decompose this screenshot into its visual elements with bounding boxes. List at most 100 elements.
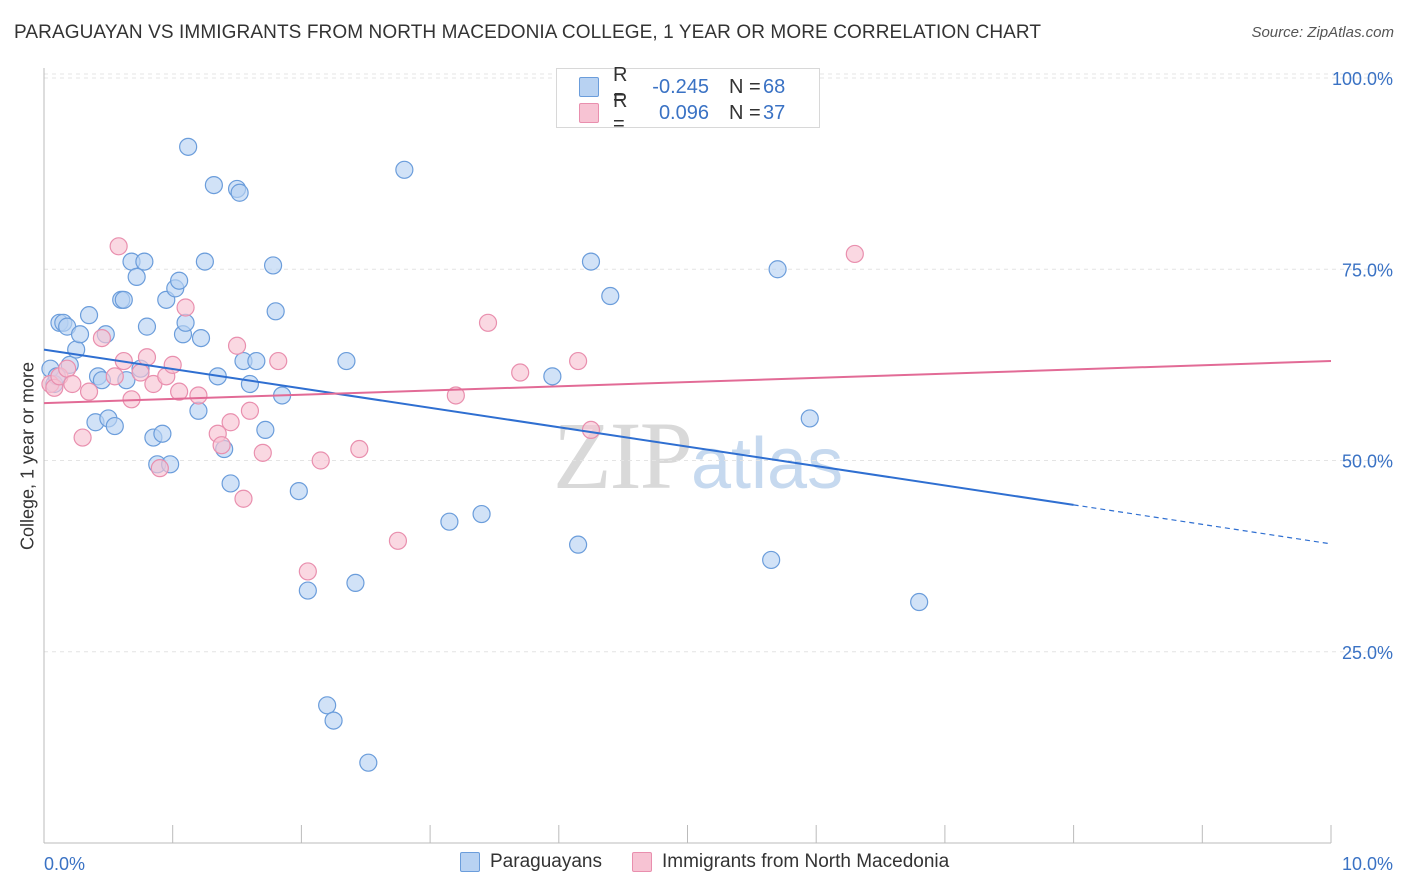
y-tick-label: 100.0%: [1332, 69, 1393, 89]
macedonia-point: [511, 363, 530, 382]
r-value: -0.245: [652, 75, 709, 98]
paraguayan-point: [289, 482, 308, 501]
paraguayan-point: [79, 306, 99, 325]
paraguayan-point: [346, 573, 365, 593]
macedonia-point: [350, 439, 369, 459]
macedonia-point: [58, 359, 77, 378]
macedonia-trendline: [43, 360, 1332, 405]
n-label: N =: [729, 75, 761, 98]
paraguayan-point: [247, 351, 266, 371]
macedonia-point: [569, 351, 588, 371]
macedonia-point: [388, 531, 408, 550]
macedonia-point: [212, 436, 231, 455]
macedonia-point: [311, 451, 330, 470]
n-value: 37: [763, 101, 786, 124]
paraguayan-point: [127, 267, 146, 286]
blue-swatch: [460, 852, 480, 872]
paraguayan-point: [569, 535, 588, 554]
paraguayan-point: [135, 252, 154, 271]
r-label: R =: [613, 64, 628, 109]
paraguayan-point: [762, 550, 781, 570]
legend-item-macedonia[interactable]: Immigrants from North Macedonia: [631, 851, 950, 873]
paraguayan-point: [114, 290, 133, 309]
paraguayan-point: [440, 512, 459, 531]
paraguayan-point: [318, 696, 337, 715]
macedonia-point: [109, 237, 128, 256]
y-tick-label: 25.0%: [1342, 643, 1393, 663]
r-value: 0.096: [658, 101, 709, 124]
macedonia-point: [845, 244, 864, 264]
paraguayan-point: [543, 367, 562, 386]
paraguayan-point: [105, 416, 124, 436]
macedonia-point: [92, 329, 112, 348]
legend-label: Immigrants from North Macedonia: [661, 851, 950, 872]
macedonia-point: [73, 428, 92, 447]
x-tick-label: 0.0%: [44, 854, 85, 874]
macedonia-point: [137, 348, 157, 367]
paraguayan-point: [910, 592, 929, 612]
n-label: N =: [729, 101, 761, 124]
macedonia-point: [227, 336, 247, 355]
macedonia-point: [176, 298, 195, 317]
paraguayan-point: [179, 137, 198, 156]
paraguayan-point: [581, 252, 601, 271]
watermark: ZIPatlas: [553, 400, 843, 511]
paraguayan-point: [395, 160, 414, 179]
paraguayan-point: [230, 183, 249, 202]
paraguayan-point: [191, 329, 211, 348]
macedonia-point: [240, 401, 260, 420]
correlation-legend: R = -0.245 N = 68 R = 0.096 N = 37: [556, 64, 820, 135]
y-axis-title: College, 1 year or more: [17, 361, 38, 551]
y-tick-label: 75.0%: [1342, 260, 1393, 280]
paraguayan-point: [70, 325, 90, 344]
paraguayan-trendline: [43, 348, 1074, 506]
macedonia-point: [446, 386, 465, 405]
macedonia-point: [269, 351, 288, 371]
watermark-atlas: atlas: [691, 424, 844, 504]
macedonia-point: [63, 374, 82, 394]
paraguayan-point: [298, 581, 317, 600]
paraguayan-point: [324, 711, 343, 730]
paraguayan-point: [472, 504, 491, 524]
paraguayan-point: [337, 351, 356, 371]
legend-row-paraguayans: R = -0.245 N = 68: [579, 64, 786, 109]
macedonia-point: [221, 413, 240, 432]
paraguayan-point: [601, 286, 620, 306]
legend-item-paraguayans[interactable]: Paraguayans: [460, 851, 602, 873]
pink-swatch: [579, 103, 599, 123]
paraguayan-point: [263, 256, 283, 275]
paraguayan-point: [256, 420, 275, 439]
paraguayan-point: [240, 374, 260, 394]
source-label: Source: ZipAtlas.com: [1251, 24, 1394, 41]
paraguayan-point: [137, 317, 157, 336]
paraguayan-point: [800, 409, 819, 428]
macedonia-point: [79, 382, 99, 401]
series-legend: Paraguayans Immigrants from North Macedo…: [460, 851, 979, 873]
blue-swatch: [579, 77, 599, 97]
paraguayan-trendline-extension: [1073, 504, 1332, 545]
x-tick-label: 10.0%: [1342, 854, 1393, 874]
macedonia-point: [234, 489, 253, 508]
paraguayan-point: [359, 753, 378, 772]
chart-title: PARAGUAYAN VS IMMIGRANTS FROM NORTH MACE…: [14, 22, 1042, 43]
pink-swatch: [631, 852, 652, 872]
r-label: R =: [613, 90, 628, 135]
macedonia-point: [581, 420, 601, 439]
paraguayan-point: [221, 474, 240, 493]
macedonia-point: [170, 382, 189, 401]
macedonia-point: [253, 443, 272, 462]
macedonia-point: [298, 562, 317, 581]
macedonia-point: [189, 386, 208, 405]
paraguayan-point: [170, 271, 189, 290]
macedonia-point: [105, 367, 124, 386]
paraguayan-point: [176, 313, 195, 332]
paraguayan-point: [204, 176, 223, 195]
paraguayan-point: [195, 252, 214, 271]
watermark-zip: ZIP: [553, 402, 693, 509]
paraguayan-point: [266, 302, 285, 321]
paraguayan-point: [153, 424, 172, 443]
n-value: 68: [763, 75, 786, 98]
paraguayan-point: [189, 401, 208, 420]
paraguayan-point: [768, 260, 787, 279]
